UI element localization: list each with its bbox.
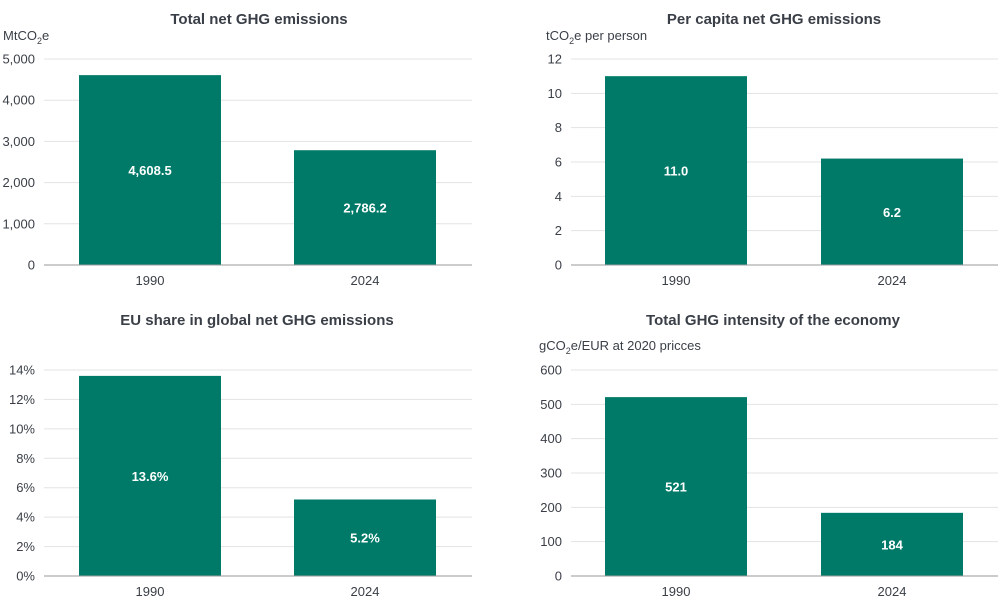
y-tick-label: 100 bbox=[540, 534, 562, 549]
x-category-label: 2024 bbox=[351, 584, 380, 599]
x-category-label: 1990 bbox=[136, 273, 165, 288]
y-tick-label: 2% bbox=[16, 539, 35, 554]
x-category-label: 2024 bbox=[351, 273, 380, 288]
y-tick-label: 2,000 bbox=[2, 175, 35, 190]
data-label: 11.0 bbox=[664, 164, 689, 179]
y-tick-label: 0 bbox=[555, 258, 562, 273]
y-tick-label: 6 bbox=[555, 155, 562, 170]
bar-2024 bbox=[821, 158, 963, 265]
x-category-label: 1990 bbox=[662, 273, 691, 288]
y-tick-label: 8% bbox=[16, 451, 35, 466]
data-label: 184 bbox=[881, 537, 903, 552]
y-tick-label: 12% bbox=[9, 392, 35, 407]
chart-panel-2: Per capita net GHG emissions tCO2e per pe… bbox=[546, 11, 998, 288]
data-label: 2,786.2 bbox=[343, 201, 386, 216]
data-label: 6.2 bbox=[883, 205, 901, 220]
chart-panel-4: Total GHG intensity of the economy gCO2e/… bbox=[539, 312, 998, 599]
y-tick-label: 600 bbox=[540, 363, 562, 378]
chart-title: EU share in global net GHG emissions bbox=[120, 312, 393, 329]
y-tick-label: 10% bbox=[9, 421, 35, 436]
y-tick-label: 300 bbox=[540, 466, 562, 481]
chart-title: Total GHG intensity of the economy bbox=[646, 312, 901, 329]
y-tick-label: 1,000 bbox=[2, 216, 35, 231]
y-tick-label: 4 bbox=[555, 189, 562, 204]
x-category-label: 2024 bbox=[878, 273, 907, 288]
y-tick-label: 10 bbox=[548, 86, 562, 101]
y-tick-label: 0% bbox=[16, 569, 35, 584]
y-tick-label: 0 bbox=[28, 258, 35, 273]
bar-2024 bbox=[294, 499, 436, 576]
data-label: 5.2% bbox=[350, 531, 380, 546]
x-category-label: 1990 bbox=[136, 584, 165, 599]
x-category-label: 1990 bbox=[662, 584, 691, 599]
y-unit-label: MtCO2e bbox=[3, 28, 49, 46]
y-unit-label: gCO2e/EUR at 2020 pricces bbox=[539, 338, 701, 356]
bar-1990 bbox=[79, 75, 221, 266]
chart-title: Per capita net GHG emissions bbox=[667, 11, 881, 28]
bar-1990 bbox=[79, 375, 221, 576]
y-tick-label: 6% bbox=[16, 480, 35, 495]
y-tick-label: 200 bbox=[540, 500, 562, 515]
bar-2024 bbox=[821, 512, 963, 576]
y-tick-label: 12 bbox=[548, 52, 562, 67]
x-category-label: 2024 bbox=[878, 584, 907, 599]
data-label: 4,608.5 bbox=[128, 163, 171, 178]
y-unit-label: tCO2e per person bbox=[546, 28, 647, 46]
chart-panel-3: EU share in global net GHG emissions 0% 2%… bbox=[9, 312, 472, 599]
y-tick-label: 0 bbox=[555, 569, 562, 584]
y-tick-label: 4% bbox=[16, 510, 35, 525]
y-tick-label: 8 bbox=[555, 120, 562, 135]
y-tick-label: 4,000 bbox=[2, 93, 35, 108]
y-tick-label: 3,000 bbox=[2, 134, 35, 149]
y-tick-label: 14% bbox=[9, 363, 35, 378]
bar-1990 bbox=[605, 397, 747, 576]
y-tick-label: 500 bbox=[540, 397, 562, 412]
y-tick-label: 5,000 bbox=[2, 52, 35, 67]
data-label: 521 bbox=[665, 480, 687, 495]
bar-1990 bbox=[605, 76, 747, 266]
bar-2024 bbox=[294, 150, 436, 265]
data-label: 13.6% bbox=[132, 469, 169, 484]
y-tick-label: 400 bbox=[540, 431, 562, 446]
y-tick-label: 2 bbox=[555, 223, 562, 238]
chart-panel-1: Total net GHG emissions MtCO2e 0 1,000 2,000… bbox=[2, 11, 472, 288]
chart-title: Total net GHG emissions bbox=[170, 11, 347, 28]
